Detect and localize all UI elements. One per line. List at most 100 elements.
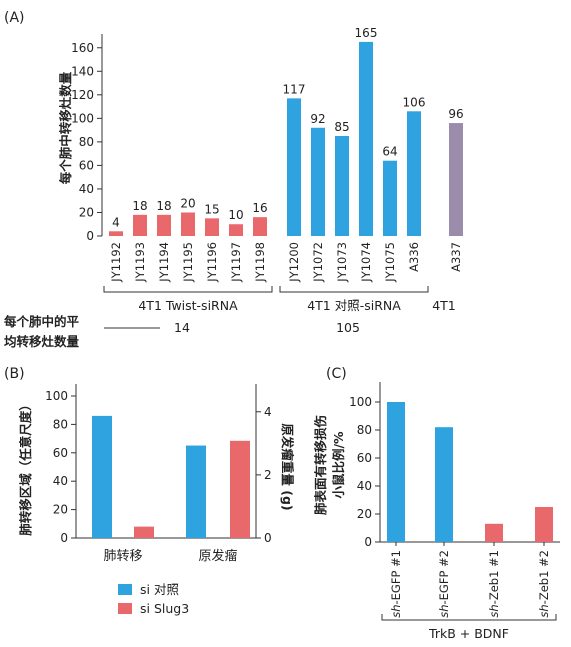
chart-b: 0 20 40 60 80 100 0 2 4 肺转移区域（任意尺度） 原发瘤重量 (g) 肺转移 原发… (18, 384, 295, 616)
x-tick-label: JY1073 (335, 242, 349, 283)
bar (449, 123, 463, 236)
data-label: 16 (252, 201, 267, 215)
y-axis-title-left: 肺转移区域（任意尺度） (18, 398, 33, 536)
x-tick-label: JY1196 (205, 242, 219, 283)
bar (92, 415, 112, 538)
bar (359, 41, 373, 236)
x-tick-label-rest: -EGFP #1 (389, 550, 403, 605)
bar (535, 507, 553, 542)
data-label: 106 (403, 95, 426, 109)
bar (311, 127, 325, 236)
y-tick-label-right: 0 (264, 531, 272, 545)
x-tick-label: JY1193 (133, 242, 147, 283)
group-bracket (279, 286, 429, 293)
data-label: 85 (334, 120, 349, 134)
y-axis-title: 小鼠比例/% (331, 431, 346, 500)
bar (186, 445, 206, 538)
y-tick-label: 100 (349, 395, 372, 409)
x-tick-label: JY1197 (229, 242, 243, 283)
bar (287, 98, 301, 237)
x-tick-label: JY1195 (181, 242, 195, 283)
x-tick-label: JY1200 (287, 242, 301, 283)
bar (229, 224, 243, 236)
data-label: 20 (180, 196, 195, 210)
x-tick-label: JY1194 (157, 242, 171, 283)
data-label: 64 (382, 145, 397, 159)
legend-label: si 对照 (140, 582, 179, 597)
group-bracket (381, 614, 557, 621)
data-label: 96 (448, 107, 463, 121)
data-label: 15 (204, 202, 219, 216)
y-tick-label: 20 (357, 507, 372, 521)
x-tick-label: sh-Zeb1 #1 (487, 550, 501, 618)
data-label: 10 (228, 208, 243, 222)
x-tick-label-italic: sh (437, 605, 451, 618)
x-tick-label: JY1198 (253, 242, 267, 283)
data-label: 165 (355, 26, 378, 40)
y-tick-label-left: 100 (45, 389, 68, 403)
bar (134, 526, 154, 538)
bar (435, 427, 453, 542)
group-label: 4T1 (432, 298, 456, 313)
y-tick-label: 80 (79, 135, 94, 149)
y-tick-label-left: 80 (53, 417, 68, 431)
bar (383, 160, 397, 236)
x-tick-label: JY1072 (311, 242, 325, 283)
y-tick-label: 160 (71, 41, 94, 55)
legend-swatch (118, 603, 132, 614)
panel-label-b: (B) (4, 366, 25, 382)
data-label: 117 (283, 82, 306, 96)
group-average: 14 (174, 320, 190, 335)
panel-label-a: (A) (4, 10, 25, 26)
bar (181, 212, 195, 236)
group-average: 105 (336, 320, 360, 335)
group-label: 4T1 对照-siRNA (307, 298, 401, 313)
y-tick-label: 60 (79, 158, 94, 172)
y-tick-label: 40 (357, 479, 372, 493)
y-tick-label: 0 (364, 535, 372, 549)
y-axis-title: 每个肺中转移灶数量 (58, 71, 73, 184)
x-tick-label: JY1074 (359, 242, 373, 283)
x-tick-label: JY1192 (109, 242, 123, 283)
x-tick-label: 肺转移 (103, 549, 142, 564)
y-tick-label-left: 40 (53, 474, 68, 488)
bar (335, 136, 349, 236)
x-tick-label-italic: sh (537, 604, 551, 617)
y-tick-label: 0 (86, 229, 94, 243)
group-bracket (103, 286, 273, 293)
average-row-label: 均转移灶数量 (4, 334, 80, 349)
group-label: TrkB + BDNF (428, 626, 509, 641)
x-tick-label: 原发瘤 (198, 548, 237, 564)
legend-swatch (118, 584, 132, 595)
bar (407, 111, 421, 236)
y-tick-label: 120 (71, 88, 94, 102)
bar (205, 218, 219, 236)
x-tick-label-rest: -EGFP #2 (437, 550, 451, 605)
y-tick-label: 100 (71, 111, 94, 125)
bar (253, 217, 267, 236)
y-tick-label: 60 (357, 451, 372, 465)
x-tick-label: sh-Zeb1 #2 (537, 550, 551, 618)
bar (133, 214, 147, 236)
y-tick-label-left: 60 (53, 446, 68, 460)
panel-label-c: (C) (326, 366, 347, 382)
x-tick-label: sh-EGFP #1 (389, 550, 403, 618)
x-tick-label-rest: -Zeb1 #1 (487, 550, 501, 604)
y-axis-title-right: 原发瘤重量 (g) (280, 423, 295, 510)
y-tick-label: 140 (71, 64, 94, 78)
x-tick-label-italic: sh (389, 605, 403, 618)
x-tick-label: sh-EGFP #2 (437, 550, 451, 618)
bar (230, 440, 250, 538)
bar (109, 231, 123, 236)
average-row-label: 每个肺中的平 (4, 314, 80, 329)
y-axis-title: 肺表面有转移损伤 (313, 415, 328, 515)
data-label: 18 (156, 199, 171, 213)
y-tick-label-right: 4 (264, 405, 272, 419)
chart-a: 0 20 40 60 80 100 120 140 160 每个肺中转移灶数量 4 JY1192 18 J… (4, 26, 464, 349)
x-tick-label: A336 (407, 242, 421, 272)
x-tick-label-rest: -Zeb1 #2 (537, 550, 551, 604)
bar (157, 214, 171, 236)
data-label: 92 (310, 112, 325, 126)
bar (387, 402, 405, 542)
